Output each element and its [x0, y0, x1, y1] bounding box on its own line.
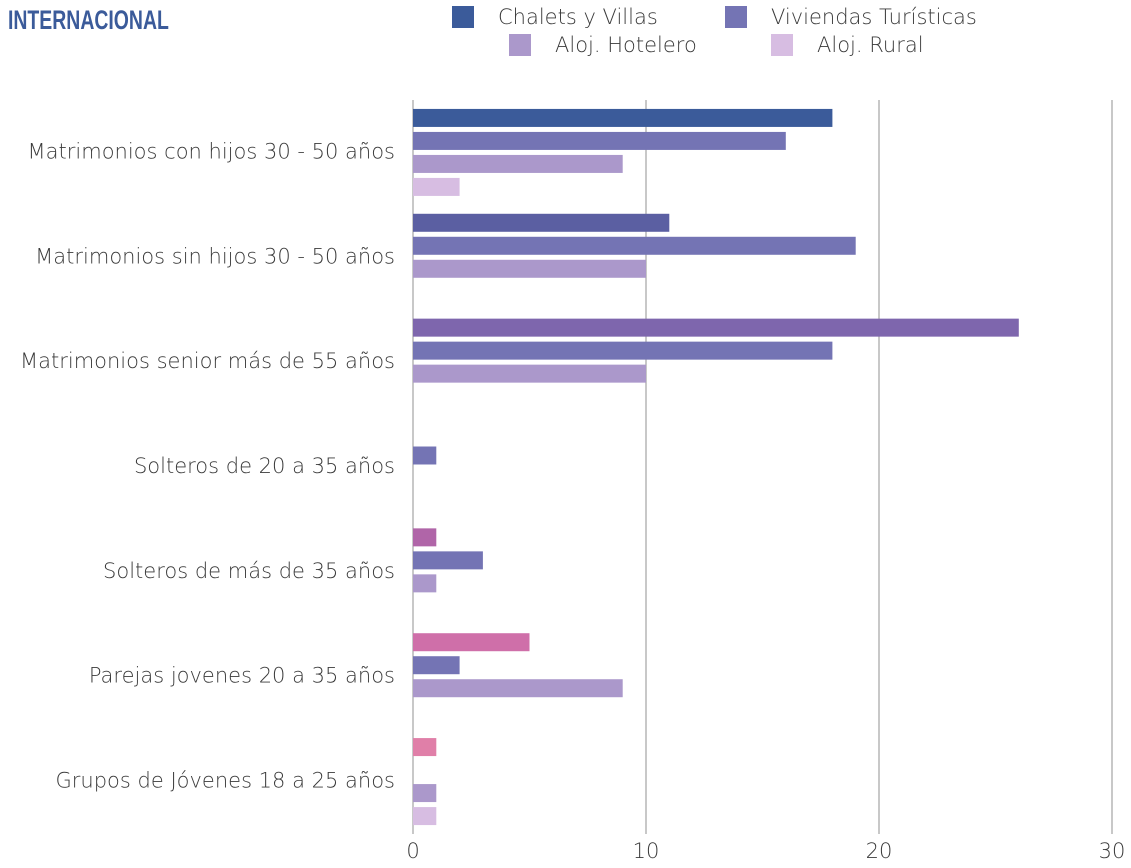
bar: [413, 446, 437, 465]
legend-label: Aloj. Rural: [817, 33, 924, 57]
y-tick-label: Matrimonios sin hijos 30 - 50 años: [35, 244, 395, 268]
bar: [413, 213, 670, 232]
bar: [413, 784, 437, 803]
x-tick-label: 30: [1099, 839, 1126, 863]
bar: [413, 318, 1019, 337]
bar: [413, 807, 437, 826]
chart-title: INTERNACIONAL: [8, 5, 169, 35]
y-tick-label: Matrimonios con hijos 30 - 50 años: [28, 139, 395, 163]
bar: [413, 551, 483, 570]
bar: [413, 574, 437, 593]
bar: [413, 108, 833, 127]
x-tick-label: 20: [866, 839, 893, 863]
x-tick-label: 10: [633, 839, 660, 863]
bar: [413, 679, 623, 698]
bar: [413, 341, 833, 360]
legend-swatch: [452, 6, 474, 28]
legend-swatch: [725, 6, 747, 28]
bar: [413, 259, 646, 278]
y-tick-label: Matrimonios senior más de 55 años: [20, 349, 395, 373]
bar: [413, 738, 437, 757]
y-tick-label: Grupos de Jóvenes 18 a 25 años: [56, 769, 395, 793]
bar: [413, 154, 623, 173]
bar: [413, 364, 646, 383]
legend-label: Chalets y Villas: [498, 5, 658, 29]
bar: [413, 656, 460, 675]
legend-swatch: [509, 34, 531, 56]
bar: [413, 528, 437, 547]
x-tick-label: 0: [406, 839, 419, 863]
legend-label: Aloj. Hotelero: [555, 33, 697, 57]
y-tick-label: Solteros de 20 a 35 años: [134, 454, 395, 478]
bar: [413, 131, 786, 150]
bar: [413, 177, 460, 196]
y-tick-label: Parejas jovenes 20 a 35 años: [89, 664, 395, 688]
legend-label: Viviendas Turísticas: [771, 5, 977, 29]
bar: [413, 236, 856, 255]
bar: [413, 633, 530, 652]
y-tick-label: Solteros de más de 35 años: [103, 559, 395, 583]
legend-swatch: [771, 34, 793, 56]
title-group: INTERNACIONAL: [8, 5, 169, 35]
